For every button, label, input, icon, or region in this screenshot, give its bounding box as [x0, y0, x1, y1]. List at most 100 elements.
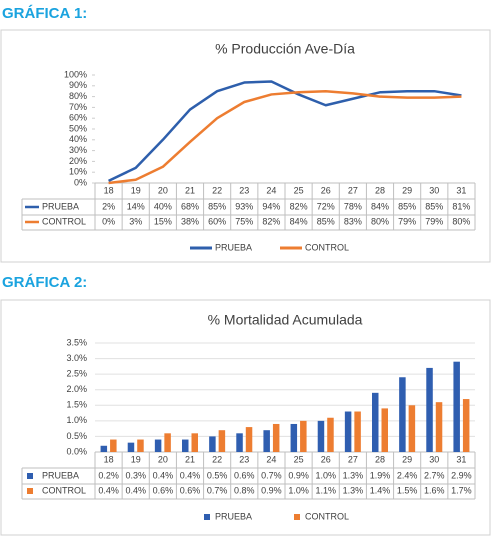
bar: [372, 392, 379, 452]
x-tick-label: 31: [456, 454, 466, 464]
table-value: 0.6%: [180, 485, 201, 495]
bar: [127, 442, 135, 452]
legend-label: CONTROL: [305, 242, 349, 252]
bar: [381, 408, 388, 452]
table-value: 82%: [290, 201, 308, 211]
table-value: 85%: [208, 201, 226, 211]
y-tick-label: 90%: [69, 80, 87, 90]
table-row-label: CONTROL: [42, 485, 86, 495]
table-value: 1.7%: [451, 485, 472, 495]
table-value: 0.3%: [125, 470, 146, 480]
bar: [399, 377, 406, 452]
bar: [154, 439, 162, 452]
x-tick-label: 22: [212, 185, 222, 195]
bar: [300, 420, 307, 452]
table-value: 83%: [344, 216, 362, 226]
bar: [236, 433, 243, 452]
table-value: 60%: [208, 216, 226, 226]
bar: [462, 399, 470, 452]
x-tick-label: 28: [375, 185, 385, 195]
legend-label: PRUEBA: [215, 511, 252, 521]
x-tick-label: 19: [131, 185, 141, 195]
bar: [344, 411, 352, 452]
table-value: 40%: [154, 201, 172, 211]
bar: [272, 423, 280, 452]
table-value: 2.7%: [424, 470, 445, 480]
table-value: 0.9%: [288, 470, 309, 480]
table-value: 0.6%: [234, 470, 255, 480]
table-value: 14%: [127, 201, 145, 211]
bar: [245, 427, 253, 452]
y-tick-label: 50%: [69, 123, 87, 133]
table-value: 0.9%: [261, 485, 282, 495]
x-tick-label: 29: [402, 454, 412, 464]
table-value: 79%: [398, 216, 416, 226]
table-value: 2%: [102, 201, 115, 211]
legend-key: [204, 514, 210, 520]
x-tick-label: 25: [294, 185, 304, 195]
bar: [453, 361, 460, 452]
x-tick-label: 26: [321, 185, 331, 195]
bar: [164, 433, 171, 452]
heading: GRÁFICA 1:: [2, 5, 87, 22]
bar: [327, 417, 334, 452]
table-value: 81%: [452, 201, 470, 211]
y-tick-label: 2.5%: [66, 369, 87, 379]
y-tick-label: 80%: [69, 91, 87, 101]
y-tick-label: 1.0%: [66, 415, 87, 425]
legend-label: PRUEBA: [215, 242, 252, 252]
x-tick-label: 27: [348, 185, 358, 195]
x-tick-label: 23: [239, 454, 249, 464]
table-value: 3%: [129, 216, 142, 226]
table-value: 94%: [262, 201, 280, 211]
y-tick-label: 0%: [74, 177, 87, 187]
x-tick-label: 30: [429, 185, 439, 195]
table-value: 0.5%: [207, 470, 228, 480]
table-value: 0%: [102, 216, 115, 226]
x-tick-label: 21: [185, 454, 195, 464]
legend-key: [294, 514, 300, 520]
table-value: 68%: [181, 201, 199, 211]
table-value: 0.4%: [125, 485, 146, 495]
table-value: 72%: [317, 201, 335, 211]
line-series: [108, 80, 462, 182]
table-value: 75%: [235, 216, 253, 226]
x-tick-label: 31: [456, 185, 466, 195]
x-tick-label: 29: [402, 185, 412, 195]
table-value: 1.0%: [315, 470, 336, 480]
y-tick-label: 20%: [69, 156, 87, 166]
x-tick-label: 27: [348, 454, 358, 464]
table-value: 1.9%: [370, 470, 391, 480]
table-value: 0.4%: [98, 485, 119, 495]
y-tick-label: 3.5%: [66, 337, 87, 347]
table-value: 0.8%: [234, 485, 255, 495]
bar: [191, 433, 198, 452]
table-value: 93%: [235, 201, 253, 211]
legend-key: [27, 473, 33, 479]
table-value: 0.4%: [180, 470, 201, 480]
x-tick-label: 20: [158, 454, 168, 464]
x-tick-label: 20: [158, 185, 168, 195]
table-value: 1.5%: [397, 485, 418, 495]
x-tick-label: 24: [266, 185, 276, 195]
table-value: 1.3%: [343, 470, 364, 480]
table-value: 0.7%: [207, 485, 228, 495]
legend-label: CONTROL: [305, 511, 349, 521]
table-value: 1.3%: [343, 485, 364, 495]
chart-title: % Mortalidad Acumulada: [208, 312, 363, 328]
bar: [317, 420, 325, 452]
table-value: 2.9%: [451, 470, 472, 480]
x-tick-label: 22: [212, 454, 222, 464]
table-value: 78%: [344, 201, 362, 211]
bar: [426, 367, 433, 452]
bar: [100, 445, 108, 452]
y-tick-label: 3.0%: [66, 353, 87, 363]
chart-frame: [0, 299, 491, 536]
bar: [110, 439, 117, 452]
y-tick-label: 1.5%: [66, 400, 87, 410]
table-value: 85%: [425, 201, 443, 211]
table-value: 84%: [371, 201, 389, 211]
bar: [209, 436, 216, 452]
table-value: 80%: [371, 216, 389, 226]
